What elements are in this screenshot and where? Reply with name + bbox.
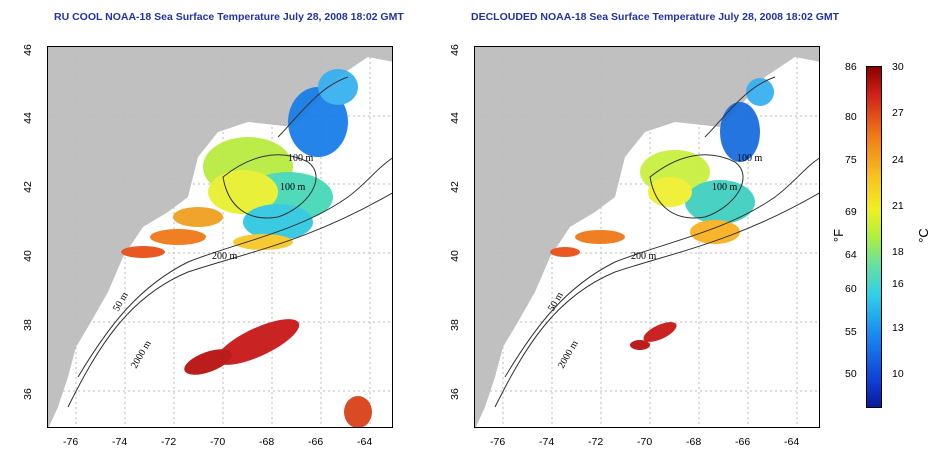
celsius-tick: 13	[892, 322, 904, 334]
lon-tick: -74	[112, 436, 128, 448]
contour-label: 200 m	[212, 251, 238, 262]
lon-tick: -74	[539, 436, 555, 448]
lat-tick: 38	[448, 319, 461, 331]
lat-tick: 38	[21, 319, 34, 331]
contour-label: 2000 m	[556, 339, 581, 371]
lat-tick: 46	[448, 44, 461, 56]
lat-tick: 44	[21, 112, 34, 124]
contour-label: 50 m	[546, 290, 566, 313]
lat-tick: 44	[448, 112, 461, 124]
celsius-tick: 30	[892, 61, 904, 73]
celsius-tick: 27	[892, 107, 904, 119]
land-mass	[48, 47, 392, 427]
lon-tick: -64	[357, 436, 373, 448]
fahrenheit-tick: 50	[845, 368, 857, 380]
fahrenheit-tick: 69	[845, 206, 857, 218]
celsius-tick: 10	[892, 368, 904, 380]
lon-tick: -68	[259, 436, 275, 448]
lon-tick: -70	[637, 436, 653, 448]
land-mass	[475, 47, 819, 427]
lon-tick: -70	[210, 436, 226, 448]
contour-label: 100 m	[280, 182, 306, 193]
lon-tick: -66	[735, 436, 751, 448]
celsius-unit-label: °C	[915, 228, 931, 243]
lon-tick: -72	[588, 436, 604, 448]
lat-tick: 36	[448, 388, 461, 400]
contour-label: 100 m	[288, 153, 314, 164]
sst-data	[550, 78, 774, 350]
celsius-tick: 16	[892, 278, 904, 290]
right-sst-map: 100 m 100 m 200 m 50 m 2000 m	[474, 46, 820, 428]
fahrenheit-tick: 75	[845, 154, 857, 166]
lon-tick: -64	[784, 436, 800, 448]
left-map-title: RU COOL NOAA-18 Sea Surface Temperature …	[54, 11, 404, 23]
celsius-tick: 21	[892, 200, 904, 212]
lon-tick: -68	[686, 436, 702, 448]
left-sst-map: 100 m 100 m 200 m 50 m 2000 m	[47, 46, 393, 428]
lon-tick: -72	[161, 436, 177, 448]
contour-label: 2000 m	[129, 339, 154, 371]
celsius-tick: 24	[892, 154, 904, 166]
temperature-colorbar	[866, 66, 882, 408]
fahrenheit-tick: 64	[845, 249, 857, 261]
contour-label: 50 m	[111, 290, 131, 313]
lat-tick: 42	[21, 181, 34, 193]
contour-label: 100 m	[737, 153, 763, 164]
lon-tick: -76	[63, 436, 79, 448]
fahrenheit-tick: 80	[845, 111, 857, 123]
right-map-title: DECLOUDED NOAA-18 Sea Surface Temperatur…	[471, 11, 840, 23]
lat-tick: 36	[21, 388, 34, 400]
lat-tick: 42	[448, 181, 461, 193]
lon-tick: -66	[308, 436, 324, 448]
lat-tick: 46	[21, 44, 34, 56]
fahrenheit-unit-label: °F	[831, 228, 847, 243]
fahrenheit-tick: 86	[845, 61, 857, 73]
lon-tick: -76	[490, 436, 506, 448]
lat-tick: 40	[21, 250, 34, 262]
contour-label: 200 m	[631, 251, 657, 262]
fahrenheit-tick: 55	[845, 326, 857, 338]
fahrenheit-tick: 60	[845, 283, 857, 295]
celsius-tick: 18	[892, 246, 904, 258]
contour-label: 100 m	[712, 182, 738, 193]
lat-tick: 40	[448, 250, 461, 262]
sst-data	[121, 69, 372, 427]
